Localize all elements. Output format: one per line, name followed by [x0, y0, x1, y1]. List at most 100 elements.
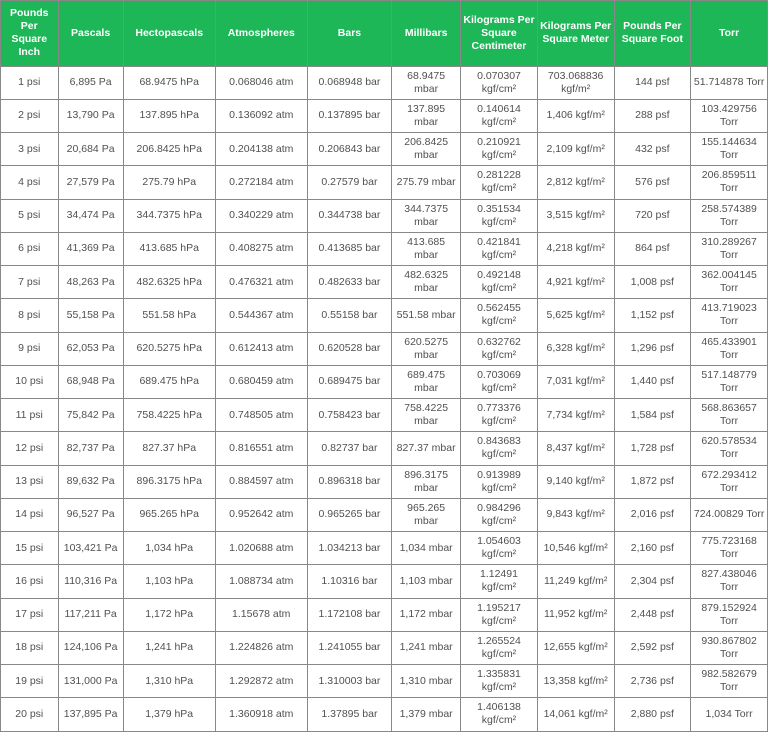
cell-mbar: 1,241 mbar [392, 631, 461, 664]
cell-mbar: 1,172 mbar [392, 598, 461, 631]
cell-kgcm: 0.140614 kgf/cm² [461, 99, 538, 132]
cell-atm: 0.544367 atm [215, 299, 307, 332]
cell-psi: 20 psi [1, 698, 59, 731]
cell-hpa: 137.895 hPa [123, 99, 215, 132]
cell-kgcm: 1.195217 kgf/cm² [461, 598, 538, 631]
cell-pa: 20,684 Pa [58, 133, 123, 166]
cell-pa: 131,000 Pa [58, 665, 123, 698]
cell-bar: 1.034213 bar [307, 532, 391, 565]
table-row: 5 psi34,474 Pa344.7375 hPa0.340229 atm0.… [1, 199, 768, 232]
cell-psi: 13 psi [1, 465, 59, 498]
table-header: Pounds Per Square InchPascalsHectopascal… [1, 1, 768, 67]
cell-psi: 1 psi [1, 66, 59, 99]
cell-bar: 0.137895 bar [307, 99, 391, 132]
cell-mbar: 275.79 mbar [392, 166, 461, 199]
cell-psi: 18 psi [1, 631, 59, 664]
cell-torr: 568.863657 Torr [691, 399, 768, 432]
cell-atm: 0.408275 atm [215, 232, 307, 265]
cell-psi: 4 psi [1, 166, 59, 199]
cell-atm: 1.224826 atm [215, 631, 307, 664]
cell-bar: 0.344738 bar [307, 199, 391, 232]
table-row: 7 psi48,263 Pa482.6325 hPa0.476321 atm0.… [1, 266, 768, 299]
cell-mbar: 758.4225 mbar [392, 399, 461, 432]
cell-kgm: 10,546 kgf/m² [537, 532, 614, 565]
col-header-bar: Bars [307, 1, 391, 67]
cell-atm: 0.680459 atm [215, 365, 307, 398]
cell-pa: 82,737 Pa [58, 432, 123, 465]
cell-pa: 117,211 Pa [58, 598, 123, 631]
cell-mbar: 482.6325 mbar [392, 266, 461, 299]
cell-torr: 310.289267 Torr [691, 232, 768, 265]
cell-psi: 7 psi [1, 266, 59, 299]
cell-hpa: 896.3175 hPa [123, 465, 215, 498]
cell-hpa: 1,310 hPa [123, 665, 215, 698]
cell-kgm: 9,843 kgf/m² [537, 498, 614, 531]
table-row: 18 psi124,106 Pa1,241 hPa1.224826 atm1.2… [1, 631, 768, 664]
table-row: 6 psi41,369 Pa413.685 hPa0.408275 atm0.4… [1, 232, 768, 265]
cell-bar: 1.37895 bar [307, 698, 391, 731]
cell-hpa: 68.9475 hPa [123, 66, 215, 99]
cell-kgm: 11,249 kgf/m² [537, 565, 614, 598]
cell-atm: 0.204138 atm [215, 133, 307, 166]
cell-bar: 0.965265 bar [307, 498, 391, 531]
cell-atm: 1.088734 atm [215, 565, 307, 598]
cell-torr: 51.714878 Torr [691, 66, 768, 99]
cell-psf: 144 psf [614, 66, 691, 99]
cell-kgm: 13,358 kgf/m² [537, 665, 614, 698]
table-row: 17 psi117,211 Pa1,172 hPa1.15678 atm1.17… [1, 598, 768, 631]
cell-psf: 2,304 psf [614, 565, 691, 598]
col-header-atm: Atmospheres [215, 1, 307, 67]
cell-kgcm: 0.913989 kgf/cm² [461, 465, 538, 498]
col-header-torr: Torr [691, 1, 768, 67]
cell-psf: 2,880 psf [614, 698, 691, 731]
cell-bar: 1.241055 bar [307, 631, 391, 664]
cell-mbar: 896.3175 mbar [392, 465, 461, 498]
cell-kgcm: 1.054603 kgf/cm² [461, 532, 538, 565]
cell-atm: 0.340229 atm [215, 199, 307, 232]
col-header-psf: Pounds Per Square Foot [614, 1, 691, 67]
cell-hpa: 1,172 hPa [123, 598, 215, 631]
cell-torr: 775.723168 Torr [691, 532, 768, 565]
cell-kgm: 8,437 kgf/m² [537, 432, 614, 465]
cell-mbar: 206.8425 mbar [392, 133, 461, 166]
cell-torr: 672.293412 Torr [691, 465, 768, 498]
cell-kgm: 7,031 kgf/m² [537, 365, 614, 398]
col-header-pa: Pascals [58, 1, 123, 67]
cell-hpa: 1,103 hPa [123, 565, 215, 598]
cell-bar: 0.206843 bar [307, 133, 391, 166]
cell-kgm: 14,061 kgf/m² [537, 698, 614, 731]
col-header-kgcm: Kilograms Per Square Centimeter [461, 1, 538, 67]
cell-pa: 62,053 Pa [58, 332, 123, 365]
cell-mbar: 137.895 mbar [392, 99, 461, 132]
table-row: 11 psi75,842 Pa758.4225 hPa0.748505 atm0… [1, 399, 768, 432]
cell-pa: 13,790 Pa [58, 99, 123, 132]
cell-bar: 0.620528 bar [307, 332, 391, 365]
cell-pa: 96,527 Pa [58, 498, 123, 531]
cell-hpa: 413.685 hPa [123, 232, 215, 265]
cell-hpa: 1,379 hPa [123, 698, 215, 731]
cell-kgm: 12,655 kgf/m² [537, 631, 614, 664]
cell-bar: 0.482633 bar [307, 266, 391, 299]
cell-mbar: 620.5275 mbar [392, 332, 461, 365]
col-header-mbar: Millibars [392, 1, 461, 67]
cell-mbar: 1,103 mbar [392, 565, 461, 598]
cell-psf: 2,016 psf [614, 498, 691, 531]
cell-psi: 14 psi [1, 498, 59, 531]
cell-atm: 0.476321 atm [215, 266, 307, 299]
cell-atm: 1.292872 atm [215, 665, 307, 698]
cell-kgcm: 0.070307 kgf/cm² [461, 66, 538, 99]
cell-torr: 930.867802 Torr [691, 631, 768, 664]
cell-kgcm: 0.703069 kgf/cm² [461, 365, 538, 398]
cell-psf: 1,296 psf [614, 332, 691, 365]
table-body: 1 psi6,895 Pa68.9475 hPa0.068046 atm0.06… [1, 66, 768, 731]
cell-pa: 68,948 Pa [58, 365, 123, 398]
cell-atm: 0.884597 atm [215, 465, 307, 498]
cell-kgm: 703.068836 kgf/m² [537, 66, 614, 99]
table-row: 8 psi55,158 Pa551.58 hPa0.544367 atm0.55… [1, 299, 768, 332]
conversion-table-container: Pounds Per Square InchPascalsHectopascal… [0, 0, 768, 732]
table-row: 1 psi6,895 Pa68.9475 hPa0.068046 atm0.06… [1, 66, 768, 99]
cell-hpa: 689.475 hPa [123, 365, 215, 398]
cell-kgcm: 0.281228 kgf/cm² [461, 166, 538, 199]
cell-psi: 11 psi [1, 399, 59, 432]
cell-kgcm: 1.265524 kgf/cm² [461, 631, 538, 664]
